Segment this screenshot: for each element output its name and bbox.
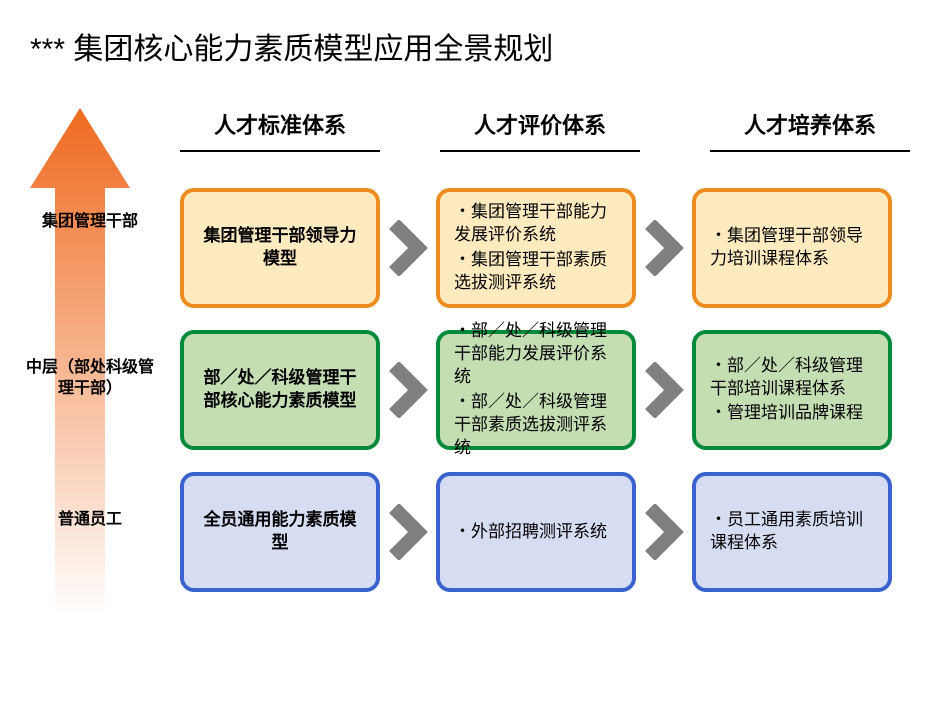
page-title: *** 集团核心能力素质模型应用全景规划 <box>30 24 920 68</box>
cell-text: 部／处／科级管理干部核心能力素质模型 <box>198 367 362 413</box>
cell-bullet-list: 外部招聘测评系统 <box>454 519 618 546</box>
column-header-underline <box>710 150 910 152</box>
column-header-1: 人才标准体系 <box>180 108 380 152</box>
cell-bullet-item: 集团管理干部能力发展评价系统 <box>454 201 618 247</box>
cell-bullet-list: 部／处／科级管理干部能力发展评价系统部／处／科级管理干部素质选拔测评系统 <box>454 318 618 462</box>
column-header-underline <box>180 150 380 152</box>
chevron-right-icon <box>388 220 428 276</box>
chevron-right-icon <box>644 362 684 418</box>
cell-text: 全员通用能力素质模型 <box>198 509 362 555</box>
cell-bullet-item: 集团管理干部领导力培训课程体系 <box>710 225 874 271</box>
page: *** 集团核心能力素质模型应用全景规划 集团管理干部 中层（部处科级管理干部）… <box>0 0 950 713</box>
chevron-right-icon <box>644 504 684 560</box>
grid-row: 部／处／科级管理干部核心能力素质模型 部／处／科级管理干部能力发展评价系统部／处… <box>180 330 892 450</box>
grid-cell: 集团管理干部领导力模型 <box>180 188 380 308</box>
cell-bullet-item: 部／处／科级管理干部素质选拔测评系统 <box>454 391 618 460</box>
chevron-right-icon <box>388 504 428 560</box>
cell-bullet-item: 部／处／科级管理干部能力发展评价系统 <box>454 320 618 389</box>
column-header-label: 人才培养体系 <box>710 108 910 146</box>
cell-bullet-list: 集团管理干部领导力培训课程体系 <box>710 223 874 273</box>
grid-cell: 集团管理干部领导力培训课程体系 <box>692 188 892 308</box>
row-label-middle: 中层（部处科级管理干部） <box>20 358 160 400</box>
grid-cell: 部／处／科级管理干部能力发展评价系统部／处／科级管理干部素质选拔测评系统 <box>436 330 636 450</box>
cell-bullet-list: 集团管理干部能力发展评价系统集团管理干部素质选拔测评系统 <box>454 199 618 297</box>
column-header-label: 人才评价体系 <box>440 108 640 146</box>
grid-cell: 部／处／科级管理干部核心能力素质模型 <box>180 330 380 450</box>
grid-cell: 全员通用能力素质模型 <box>180 472 380 592</box>
grid-row: 全员通用能力素质模型 外部招聘测评系统 员工通用素质培训课程体系 <box>180 472 892 592</box>
grid-cell: 集团管理干部能力发展评价系统集团管理干部素质选拔测评系统 <box>436 188 636 308</box>
cell-bullet-list: 员工通用素质培训课程体系 <box>710 507 874 557</box>
grid-cell: 部／处／科级管理干部培训课程体系管理培训品牌课程 <box>692 330 892 450</box>
matrix-grid: 集团管理干部领导力模型 集团管理干部能力发展评价系统集团管理干部素质选拔测评系统… <box>180 188 892 614</box>
cell-bullet-item: 外部招聘测评系统 <box>454 521 618 544</box>
grid-cell: 员工通用素质培训课程体系 <box>692 472 892 592</box>
chevron-right-icon <box>644 220 684 276</box>
cell-bullet-list: 部／处／科级管理干部培训课程体系管理培训品牌课程 <box>710 353 874 428</box>
column-header-2: 人才评价体系 <box>440 108 640 152</box>
column-header-3: 人才培养体系 <box>710 108 910 152</box>
chevron-right-icon <box>388 362 428 418</box>
row-label-top: 集团管理干部 <box>20 212 160 233</box>
grid-cell: 外部招聘测评系统 <box>436 472 636 592</box>
column-header-label: 人才标准体系 <box>180 108 380 146</box>
column-header-underline <box>440 150 640 152</box>
cell-bullet-item: 部／处／科级管理干部培训课程体系 <box>710 355 874 401</box>
row-label-bottom: 普通员工 <box>20 510 160 531</box>
cell-text: 集团管理干部领导力模型 <box>198 225 362 271</box>
cell-bullet-item: 管理培训品牌课程 <box>710 402 874 425</box>
cell-bullet-item: 员工通用素质培训课程体系 <box>710 509 874 555</box>
cell-bullet-item: 集团管理干部素质选拔测评系统 <box>454 249 618 295</box>
grid-row: 集团管理干部领导力模型 集团管理干部能力发展评价系统集团管理干部素质选拔测评系统… <box>180 188 892 308</box>
